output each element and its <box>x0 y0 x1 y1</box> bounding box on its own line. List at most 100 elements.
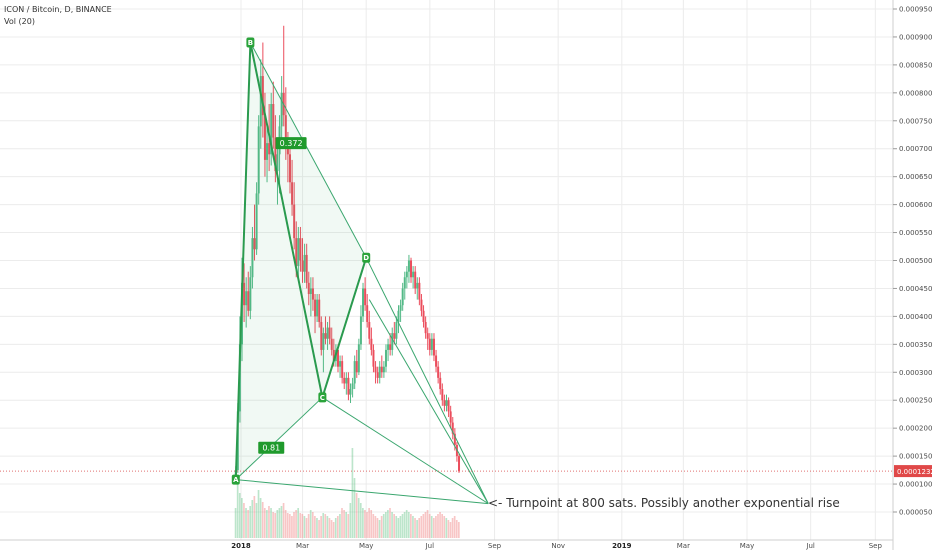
candle <box>384 344 387 373</box>
volume-bar <box>378 520 381 538</box>
pattern-point-c: C <box>318 392 327 403</box>
volume-bar <box>257 490 260 538</box>
candle-body <box>437 366 440 378</box>
candle-body <box>272 104 275 138</box>
volume-bar <box>453 516 456 538</box>
x-tick-label: May <box>359 542 373 550</box>
candle-body <box>341 361 344 378</box>
volume-bar <box>435 516 437 538</box>
volume-bar <box>455 520 458 538</box>
volume-bar <box>303 516 306 538</box>
volume-bar <box>370 510 373 538</box>
x-tick-label: May <box>740 542 754 550</box>
volume-bar <box>324 514 327 538</box>
volume-bar <box>284 510 287 538</box>
candle <box>324 316 327 345</box>
volume-bar <box>320 516 322 538</box>
volume-bar <box>245 508 247 538</box>
candle-body <box>274 137 277 172</box>
volume-bar <box>266 510 268 538</box>
volume-bar <box>286 513 289 538</box>
pattern-point-d: D <box>362 252 371 263</box>
candle <box>439 372 442 395</box>
volume-bar <box>311 512 314 538</box>
volume-bar <box>307 514 310 538</box>
candle-body <box>263 115 266 160</box>
volume-bar <box>410 514 412 538</box>
candle-body <box>332 349 335 362</box>
candle-body <box>426 333 429 339</box>
volume-bar <box>316 518 318 538</box>
pattern-legs <box>234 42 368 480</box>
volume-bar <box>443 516 446 538</box>
pattern-point-label: A <box>233 476 239 484</box>
candle-body <box>401 288 404 306</box>
candle-body <box>320 321 323 350</box>
candle-body <box>259 76 262 127</box>
volume-bar <box>451 518 454 538</box>
candle-body <box>395 321 398 339</box>
ratio-text: 0.81 <box>262 444 280 453</box>
volume-bar <box>384 512 387 538</box>
candle <box>318 294 321 328</box>
x-axis: 2018 Mar May Jul Sep Nov 2019 Mar May Jul Sep <box>0 539 893 550</box>
candle-body <box>372 349 375 367</box>
candle <box>314 294 317 334</box>
candle-body <box>249 277 252 311</box>
candle-body <box>424 321 427 334</box>
pattern-line-a-target <box>235 479 489 505</box>
candle <box>330 327 333 356</box>
volume-bar <box>445 518 448 538</box>
volume-bar <box>247 510 249 538</box>
pattern-point-box <box>246 37 255 48</box>
volume-bar <box>295 510 297 538</box>
volume-bar <box>251 500 254 538</box>
candle-body <box>339 361 342 367</box>
candle-body <box>270 104 273 155</box>
candle-body <box>345 377 348 384</box>
candle <box>407 254 410 283</box>
candle <box>399 299 402 322</box>
candle-body <box>393 333 396 339</box>
candle <box>249 266 252 320</box>
candle-body <box>432 338 435 356</box>
candle <box>424 316 427 339</box>
candle <box>345 372 348 395</box>
volume-bar <box>249 506 252 538</box>
x-tick-label: Sep <box>488 542 502 550</box>
x-tick-label: 2019 <box>612 542 632 550</box>
candle-body <box>374 366 377 373</box>
candle-body <box>255 193 258 250</box>
candle-body <box>324 333 327 339</box>
volume-bar <box>414 518 416 538</box>
candle <box>412 266 415 289</box>
candle-body <box>303 254 306 272</box>
candle <box>291 159 294 216</box>
candle-body <box>380 366 383 373</box>
pattern-point-label: B <box>248 39 253 47</box>
candle-body <box>318 299 321 322</box>
volume-bar <box>380 516 383 538</box>
candle-body <box>439 377 442 390</box>
candle-body <box>445 400 448 406</box>
candle <box>389 333 392 356</box>
candle <box>274 115 277 183</box>
pattern-line-c-target <box>322 397 489 505</box>
candle <box>272 81 275 149</box>
ratio-label: 0.372 <box>275 137 307 150</box>
volume-bar <box>261 502 264 538</box>
volume-bar <box>305 518 308 538</box>
volume-bar <box>405 510 408 538</box>
candle <box>311 277 314 311</box>
volume-bar <box>351 448 354 538</box>
candle <box>405 266 408 289</box>
candle-body <box>443 400 446 406</box>
